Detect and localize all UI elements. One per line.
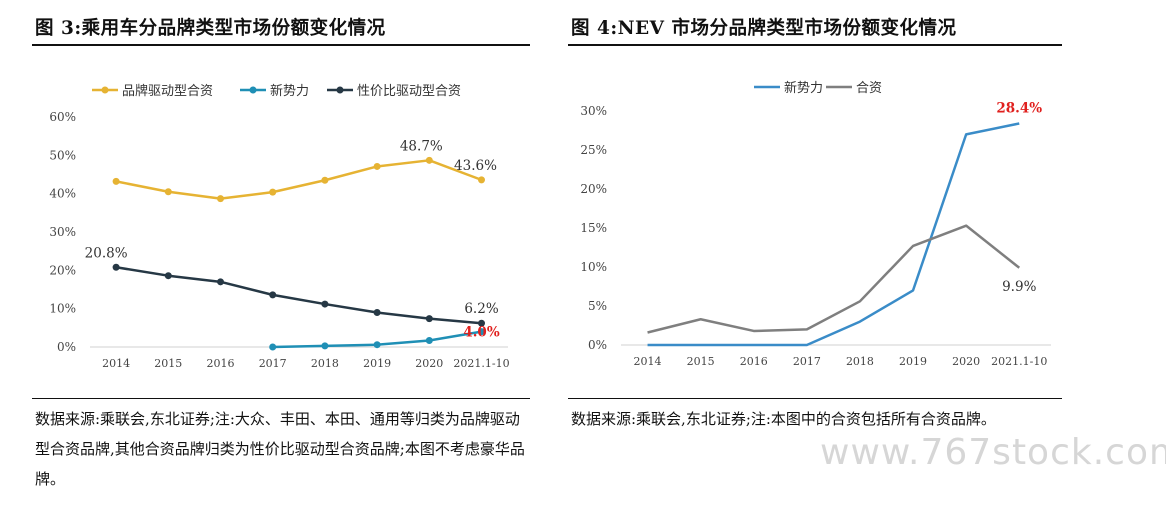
legend-item: 新势力 — [240, 83, 309, 99]
data-point — [321, 176, 329, 184]
figure-4-chart: 0% 5% 10% 15% 20% 25% 30% 2014 2015 2016 2017 2018 2… — [580, 80, 1051, 368]
x-tick-label: 2020 — [415, 357, 443, 370]
x-tick-label: 2015 — [687, 355, 715, 368]
x-tick-label: 2021.1-10 — [991, 355, 1047, 368]
y-tick-label: 30% — [49, 225, 76, 239]
legend-item: 性价比驱动型合资 — [327, 84, 461, 99]
legend-label: 新势力 — [270, 83, 309, 99]
x-tick-label: 2014 — [634, 355, 662, 368]
x-tick-label: 2020 — [952, 355, 980, 368]
data-point — [112, 263, 120, 271]
series-line — [115, 159, 482, 200]
x-tick-label: 2019 — [899, 355, 927, 368]
y-tick-label: 15% — [580, 221, 607, 235]
x-tick-label: 2021.1-10 — [453, 357, 509, 370]
figure-3-title: 图 3:乘用车分品牌类型市场份额变化情况 — [35, 18, 386, 39]
legend-label: 性价比驱动型合资 — [357, 84, 461, 99]
x-tick-label: 2018 — [311, 357, 339, 370]
x-tick-label: 2018 — [846, 355, 874, 368]
x-tick-label: 2016 — [207, 357, 235, 370]
data-point — [425, 315, 433, 323]
series-line — [647, 122, 1020, 347]
data-label: 4.0% — [463, 325, 499, 341]
data-label: 28.4% — [996, 100, 1042, 116]
data-label: 6.2% — [464, 301, 498, 317]
legend-label: 品牌驱动型合资 — [122, 83, 213, 99]
data-point — [478, 328, 485, 336]
watermark: www.767stock.com — [820, 432, 1166, 473]
data-point — [425, 156, 433, 164]
y-tick-label: 30% — [580, 104, 607, 118]
figure-3-source-note: 数据来源:乘联会,东北证券;注:大众、丰田、本田、通用等归类为品牌驱动型合资品牌… — [35, 410, 525, 488]
data-point — [373, 341, 381, 349]
data-point — [373, 162, 381, 170]
bottom-rule — [32, 398, 530, 399]
y-tick-label: 0% — [57, 340, 76, 354]
legend-item: 合资 — [826, 81, 882, 96]
y-tick-label: 20% — [580, 182, 607, 196]
data-point — [217, 278, 224, 286]
y-tick-label: 20% — [49, 263, 76, 277]
data-label: 20.8% — [85, 245, 128, 261]
data-point — [269, 291, 277, 299]
figure-3-chart: 0% 10% 20% 30% 40% 50% 60% 2014 2015 2016 2017 2018… — [49, 83, 509, 370]
bottom-rule — [568, 398, 1062, 399]
x-tick-label: 2017 — [259, 357, 287, 370]
series-line — [647, 224, 1021, 334]
y-tick-label: 60% — [49, 110, 76, 124]
title-rule — [32, 44, 530, 46]
legend-label: 合资 — [856, 81, 882, 96]
legend-marker — [101, 86, 109, 94]
data-point — [112, 177, 120, 185]
legend-item: 品牌驱动型合资 — [92, 83, 213, 99]
data-point — [217, 195, 224, 203]
data-point — [321, 300, 329, 308]
series-line — [115, 266, 482, 325]
figure-4-source-note: 数据来源:乘联会,东北证券;注:本图中的合资包括所有合资品牌。 — [571, 410, 996, 428]
data-point — [478, 319, 485, 327]
data-point — [425, 336, 433, 344]
x-tick-label: 2015 — [154, 357, 182, 370]
data-point — [269, 188, 277, 196]
x-tick-label: 2017 — [793, 355, 821, 368]
legend-marker — [336, 86, 344, 94]
x-tick-label: 2014 — [102, 357, 130, 370]
y-tick-label: 10% — [49, 302, 76, 316]
data-point — [164, 272, 172, 280]
data-label: 48.7% — [400, 138, 443, 154]
y-tick-label: 40% — [49, 187, 76, 201]
legend-marker — [249, 86, 257, 94]
y-tick-label: 0% — [588, 338, 607, 352]
data-label: 43.6% — [454, 158, 497, 174]
y-tick-label: 25% — [580, 143, 607, 157]
data-point — [478, 176, 485, 184]
legend-label: 新势力 — [784, 80, 823, 96]
figure-4-title: 图 4:NEV 市场分品牌类型市场份额变化情况 — [571, 18, 957, 39]
y-tick-label: 50% — [49, 148, 76, 162]
data-label: 9.9% — [1002, 279, 1036, 295]
x-tick-label: 2016 — [740, 355, 768, 368]
data-point — [269, 343, 277, 351]
y-tick-label: 5% — [588, 299, 607, 313]
data-point — [164, 188, 172, 196]
data-point — [373, 309, 381, 316]
x-tick-label: 2019 — [363, 357, 391, 370]
data-point — [321, 342, 329, 350]
legend-item: 新势力 — [754, 80, 823, 96]
title-rule — [568, 44, 1062, 46]
y-tick-label: 10% — [580, 260, 607, 274]
